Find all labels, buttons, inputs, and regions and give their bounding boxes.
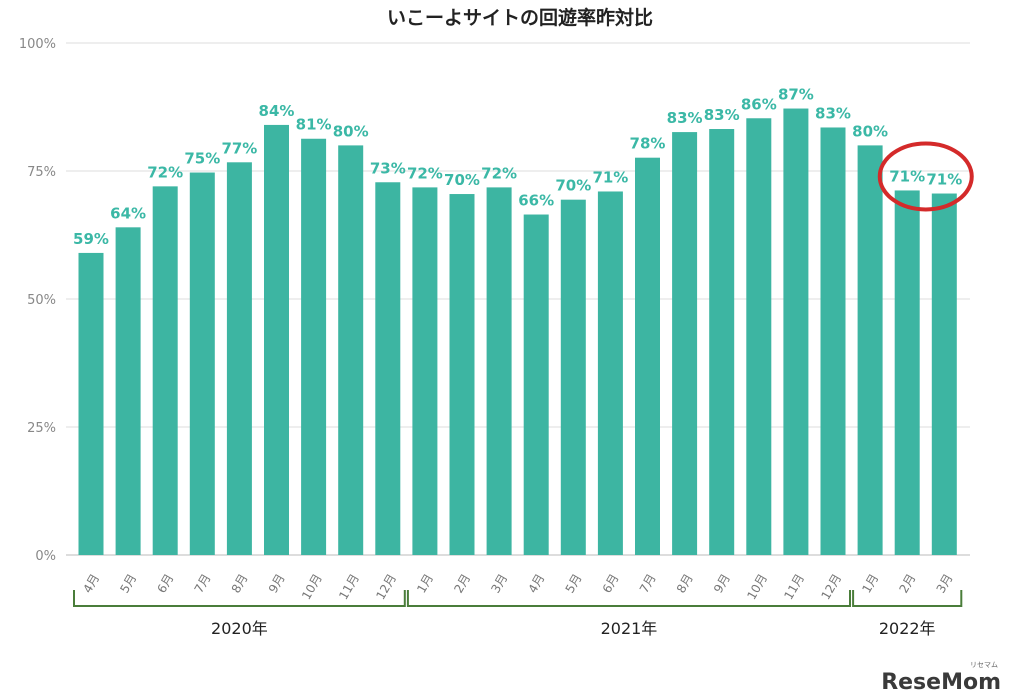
x-axis-ticks: 4月 5月 6月 7月 8月 9月 10月 11月 12月 1月 2月 3月 4月 5月 6月 7月 8月 9月 1… xyxy=(80,572,955,603)
bar xyxy=(78,252,104,556)
bar xyxy=(264,124,289,556)
highlight-circle xyxy=(877,141,974,212)
data-label: 72% xyxy=(147,163,183,181)
bar xyxy=(709,129,735,556)
year-bracket xyxy=(406,590,851,607)
data-label: 73% xyxy=(370,159,406,177)
y-tick-label: 75% xyxy=(27,165,56,180)
bar xyxy=(857,145,883,555)
data-label: 66% xyxy=(518,192,554,210)
data-label: 83% xyxy=(815,104,851,122)
bar xyxy=(635,157,660,556)
x-tick-label: 1月 xyxy=(414,572,436,596)
bar xyxy=(226,162,252,555)
x-tick-label: 7月 xyxy=(192,572,214,596)
bar xyxy=(449,194,475,556)
bar xyxy=(783,108,809,555)
x-tick-label: 8月 xyxy=(674,572,696,596)
x-tick-label: 3月 xyxy=(488,572,510,596)
bar xyxy=(820,127,846,555)
year-groups: 2020年 2021年 2022年 xyxy=(73,590,963,638)
bars xyxy=(78,108,957,556)
y-tick-label: 25% xyxy=(27,421,56,436)
data-label: 72% xyxy=(481,164,517,182)
x-tick-label: 2月 xyxy=(451,572,473,596)
data-label: 84% xyxy=(259,102,295,120)
bar xyxy=(301,138,327,555)
bar xyxy=(152,186,178,556)
x-tick-label: 10月 xyxy=(299,572,325,603)
year-label: 2021年 xyxy=(601,619,658,638)
x-tick-label: 6月 xyxy=(600,572,622,596)
bar xyxy=(672,132,698,555)
x-tick-label: 12月 xyxy=(818,572,844,603)
x-tick-label: 4月 xyxy=(526,572,548,596)
bar xyxy=(375,182,401,555)
year-label: 2020年 xyxy=(211,619,268,638)
year-bracket xyxy=(73,590,406,607)
x-tick-label: 7月 xyxy=(637,572,659,596)
data-label: 77% xyxy=(221,139,257,157)
chart-title: いこーよサイトの回遊率昨対比 xyxy=(387,6,653,29)
x-tick-label: 1月 xyxy=(859,572,881,596)
bar xyxy=(115,227,141,555)
year-label: 2022年 xyxy=(879,619,936,638)
data-label: 83% xyxy=(704,106,740,124)
x-tick-label: 2月 xyxy=(897,572,919,596)
x-tick-label: 12月 xyxy=(373,572,399,603)
y-axis-ticks: 0% 25% 50% 75% 100% xyxy=(19,37,56,564)
bar xyxy=(894,190,920,555)
bar xyxy=(338,145,364,555)
watermark-text: ReseMom xyxy=(881,670,1001,695)
highlight-annotation xyxy=(877,141,974,212)
x-tick-label: 9月 xyxy=(266,572,288,596)
bar xyxy=(746,118,772,555)
data-label: 87% xyxy=(778,86,814,104)
x-tick-label: 5月 xyxy=(117,572,139,596)
y-tick-label: 100% xyxy=(19,37,56,52)
resemom-logo: ReseMom リセマム xyxy=(881,661,1001,695)
y-tick-label: 0% xyxy=(35,549,56,564)
data-label: 71% xyxy=(592,168,628,186)
x-tick-label: 11月 xyxy=(336,572,362,603)
bar xyxy=(486,187,512,555)
x-tick-label: 9月 xyxy=(711,572,733,596)
data-label: 64% xyxy=(110,204,146,222)
data-label: 72% xyxy=(407,164,443,182)
bar xyxy=(412,187,438,555)
data-label: 80% xyxy=(333,122,369,140)
bar xyxy=(597,191,623,556)
data-label: 71% xyxy=(889,167,925,185)
x-tick-label: 8月 xyxy=(229,572,251,596)
y-tick-label: 50% xyxy=(27,293,56,308)
x-tick-label: 4月 xyxy=(80,572,102,596)
watermark-subtext: リセマム xyxy=(970,661,998,669)
bar xyxy=(931,193,957,555)
data-label: 71% xyxy=(926,171,962,189)
bar xyxy=(189,172,215,555)
data-label: 75% xyxy=(184,150,220,168)
x-tick-label: 10月 xyxy=(744,572,770,603)
x-tick-label: 11月 xyxy=(781,572,807,603)
data-label: 70% xyxy=(444,171,480,189)
data-label: 70% xyxy=(555,177,591,195)
data-label: 78% xyxy=(630,135,666,153)
x-tick-label: 5月 xyxy=(563,572,585,596)
x-tick-label: 6月 xyxy=(155,572,177,596)
data-label: 59% xyxy=(73,230,109,248)
bar xyxy=(560,199,586,555)
x-tick-label: 3月 xyxy=(934,572,956,596)
year-bracket xyxy=(852,590,963,607)
bar xyxy=(523,214,549,555)
data-label: 83% xyxy=(667,109,703,127)
data-labels: 59%64%72%75%77%84%81% 80%73% 72% 70% 72%66%7… xyxy=(73,86,962,248)
data-label: 80% xyxy=(852,122,888,140)
grid-lines xyxy=(66,42,970,556)
data-label: 81% xyxy=(296,116,332,134)
data-label: 86% xyxy=(741,95,777,113)
